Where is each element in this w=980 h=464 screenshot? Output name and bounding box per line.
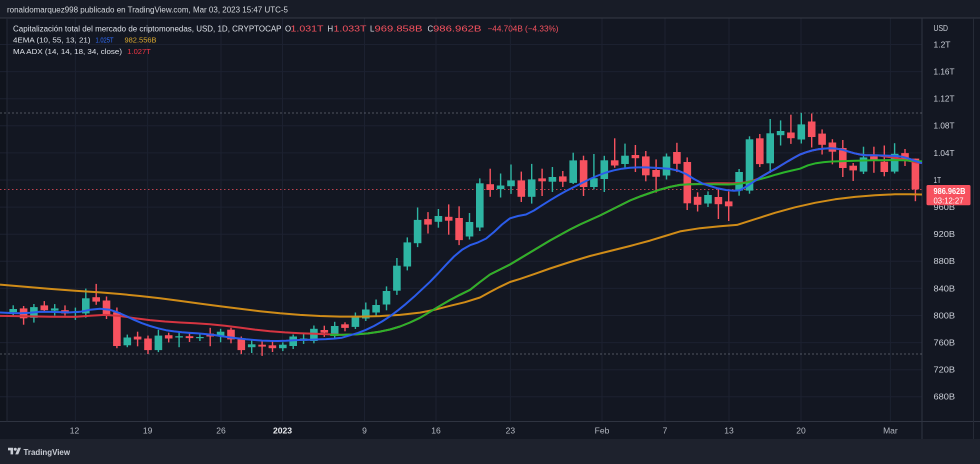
svg-text:960B: 960B <box>934 202 956 212</box>
svg-text:1.04T: 1.04T <box>934 148 955 158</box>
svg-text:986.962B: 986.962B <box>934 186 966 196</box>
svg-text:MA ADX (14, 14, 18, 34, close): MA ADX (14, 14, 18, 34, close) <box>13 47 123 56</box>
svg-text:1.16T: 1.16T <box>934 67 955 77</box>
svg-text:2023: 2023 <box>273 426 292 436</box>
svg-text:1.033T: 1.033T <box>334 24 367 33</box>
svg-text:1.2T: 1.2T <box>934 39 951 49</box>
svg-text:720B: 720B <box>934 365 956 375</box>
svg-text:26: 26 <box>216 426 226 436</box>
svg-text:Mar: Mar <box>883 426 898 436</box>
svg-text:1.031T: 1.031T <box>291 24 324 33</box>
svg-text:920B: 920B <box>934 229 956 239</box>
svg-text:9: 9 <box>362 426 367 436</box>
svg-text:1.08T: 1.08T <box>934 121 955 131</box>
svg-text:03:12:27: 03:12:27 <box>934 195 964 205</box>
svg-text:L: L <box>370 24 375 33</box>
svg-text:982.556B: 982.556B <box>125 36 157 45</box>
svg-text:C: C <box>428 24 434 33</box>
svg-text:TradingView: TradingView <box>24 447 71 457</box>
svg-text:13: 13 <box>724 426 734 436</box>
svg-text:1.025T: 1.025T <box>96 36 114 45</box>
svg-text:12: 12 <box>70 426 80 436</box>
svg-text:800B: 800B <box>934 310 956 320</box>
svg-text:7: 7 <box>663 426 668 436</box>
svg-text:1.12T: 1.12T <box>934 94 955 104</box>
svg-text:4EMA (10, 55, 13, 21): 4EMA (10, 55, 13, 21) <box>13 36 91 45</box>
svg-text:23: 23 <box>506 426 516 436</box>
svg-text:986.962B: 986.962B <box>433 24 482 33</box>
svg-text:16: 16 <box>431 426 441 436</box>
svg-text:19: 19 <box>143 426 153 436</box>
svg-text:ronaldomarquez998 publicado en: ronaldomarquez998 publicado en TradingVi… <box>7 6 289 15</box>
svg-text:880B: 880B <box>934 256 956 266</box>
svg-text:680B: 680B <box>934 392 956 402</box>
svg-text:USD: USD <box>934 23 949 33</box>
svg-text:H: H <box>328 24 334 33</box>
svg-text:969.858B: 969.858B <box>375 24 423 33</box>
svg-text:840B: 840B <box>934 283 956 293</box>
svg-text:1T: 1T <box>934 175 942 185</box>
svg-text:20: 20 <box>796 426 806 436</box>
svg-text:Capitalización total del merca: Capitalización total del mercado de crip… <box>13 24 282 33</box>
svg-text:760B: 760B <box>934 338 956 348</box>
svg-text:−44.704B (−4.33%): −44.704B (−4.33%) <box>488 24 559 33</box>
svg-text:1.027T: 1.027T <box>127 47 151 56</box>
svg-text:Feb: Feb <box>595 426 610 436</box>
svg-text:O: O <box>285 24 291 33</box>
